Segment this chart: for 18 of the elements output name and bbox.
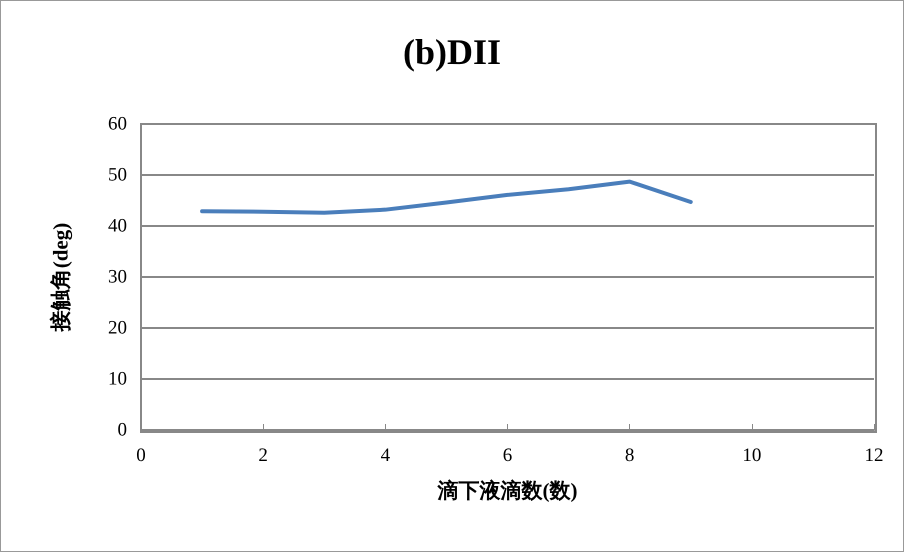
y-tick-label: 50: [108, 164, 127, 186]
y-tick-label: 20: [108, 318, 127, 338]
y-axis-title: 接触角(deg): [48, 222, 72, 332]
y-tick-label: 0: [118, 420, 127, 440]
x-tick-label: 2: [258, 445, 268, 466]
x-tick-label: 6: [502, 445, 512, 466]
x-axis-title: 滴下液滴数(数): [436, 478, 578, 502]
x-tick-label: 8: [624, 445, 634, 466]
y-tick-label: 30: [108, 266, 127, 288]
x-tick-label: 4: [380, 445, 391, 466]
y-tick-label: 10: [108, 368, 127, 390]
x-tick-label: 0: [136, 445, 146, 466]
x-tick-label: 10: [742, 445, 762, 466]
chart-title: (b)DII: [402, 32, 502, 72]
line-series: [200, 180, 693, 215]
y-tick-label: 60: [108, 114, 127, 134]
y-tick-label: 40: [108, 216, 127, 236]
x-tick-label: 12: [864, 445, 884, 466]
